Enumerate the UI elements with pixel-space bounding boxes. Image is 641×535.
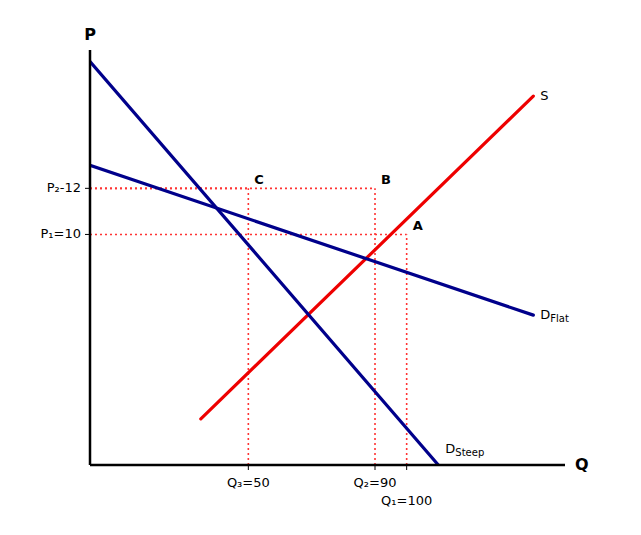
guide-horizontal bbox=[90, 188, 375, 190]
curve-label-sub: Flat bbox=[550, 313, 569, 324]
y-axis bbox=[89, 50, 92, 465]
y-tick-label: P₂-12 bbox=[47, 180, 81, 195]
curve-label-main: D bbox=[445, 441, 455, 456]
x-tick-label: Q₁=100 bbox=[381, 493, 432, 508]
x-tick-label: Q₃=50 bbox=[227, 475, 270, 490]
curve-label: DFlat bbox=[540, 307, 569, 325]
x-axis-label: Q bbox=[575, 455, 589, 474]
guide-vertical bbox=[248, 188, 250, 465]
curve-label: S bbox=[540, 88, 548, 103]
y-axis-label: P bbox=[84, 25, 96, 44]
x-tick bbox=[248, 465, 249, 470]
curve-label-main: D bbox=[540, 307, 550, 322]
x-tick bbox=[375, 465, 376, 470]
curve bbox=[90, 62, 438, 465]
chart: PQP₁=10P₂-12Q₃=50Q₂=90Q₁=100ABCSDFlatDSt… bbox=[0, 0, 641, 535]
point-label: C bbox=[254, 172, 264, 187]
guide-horizontal bbox=[90, 188, 248, 190]
x-axis bbox=[90, 464, 565, 467]
guide-vertical bbox=[374, 188, 376, 465]
y-tick bbox=[85, 234, 90, 235]
y-tick bbox=[85, 188, 90, 189]
curve bbox=[90, 165, 533, 315]
x-tick-label: Q₂=90 bbox=[354, 475, 397, 490]
curve-label-main: S bbox=[540, 88, 548, 103]
point-label: A bbox=[413, 218, 423, 233]
y-tick-label: P₁=10 bbox=[41, 226, 82, 241]
x-tick bbox=[406, 465, 407, 470]
curve-label: DSteep bbox=[445, 441, 484, 459]
plot-area bbox=[90, 62, 533, 465]
curve-label-sub: Steep bbox=[455, 447, 484, 458]
point-label: B bbox=[381, 172, 391, 187]
